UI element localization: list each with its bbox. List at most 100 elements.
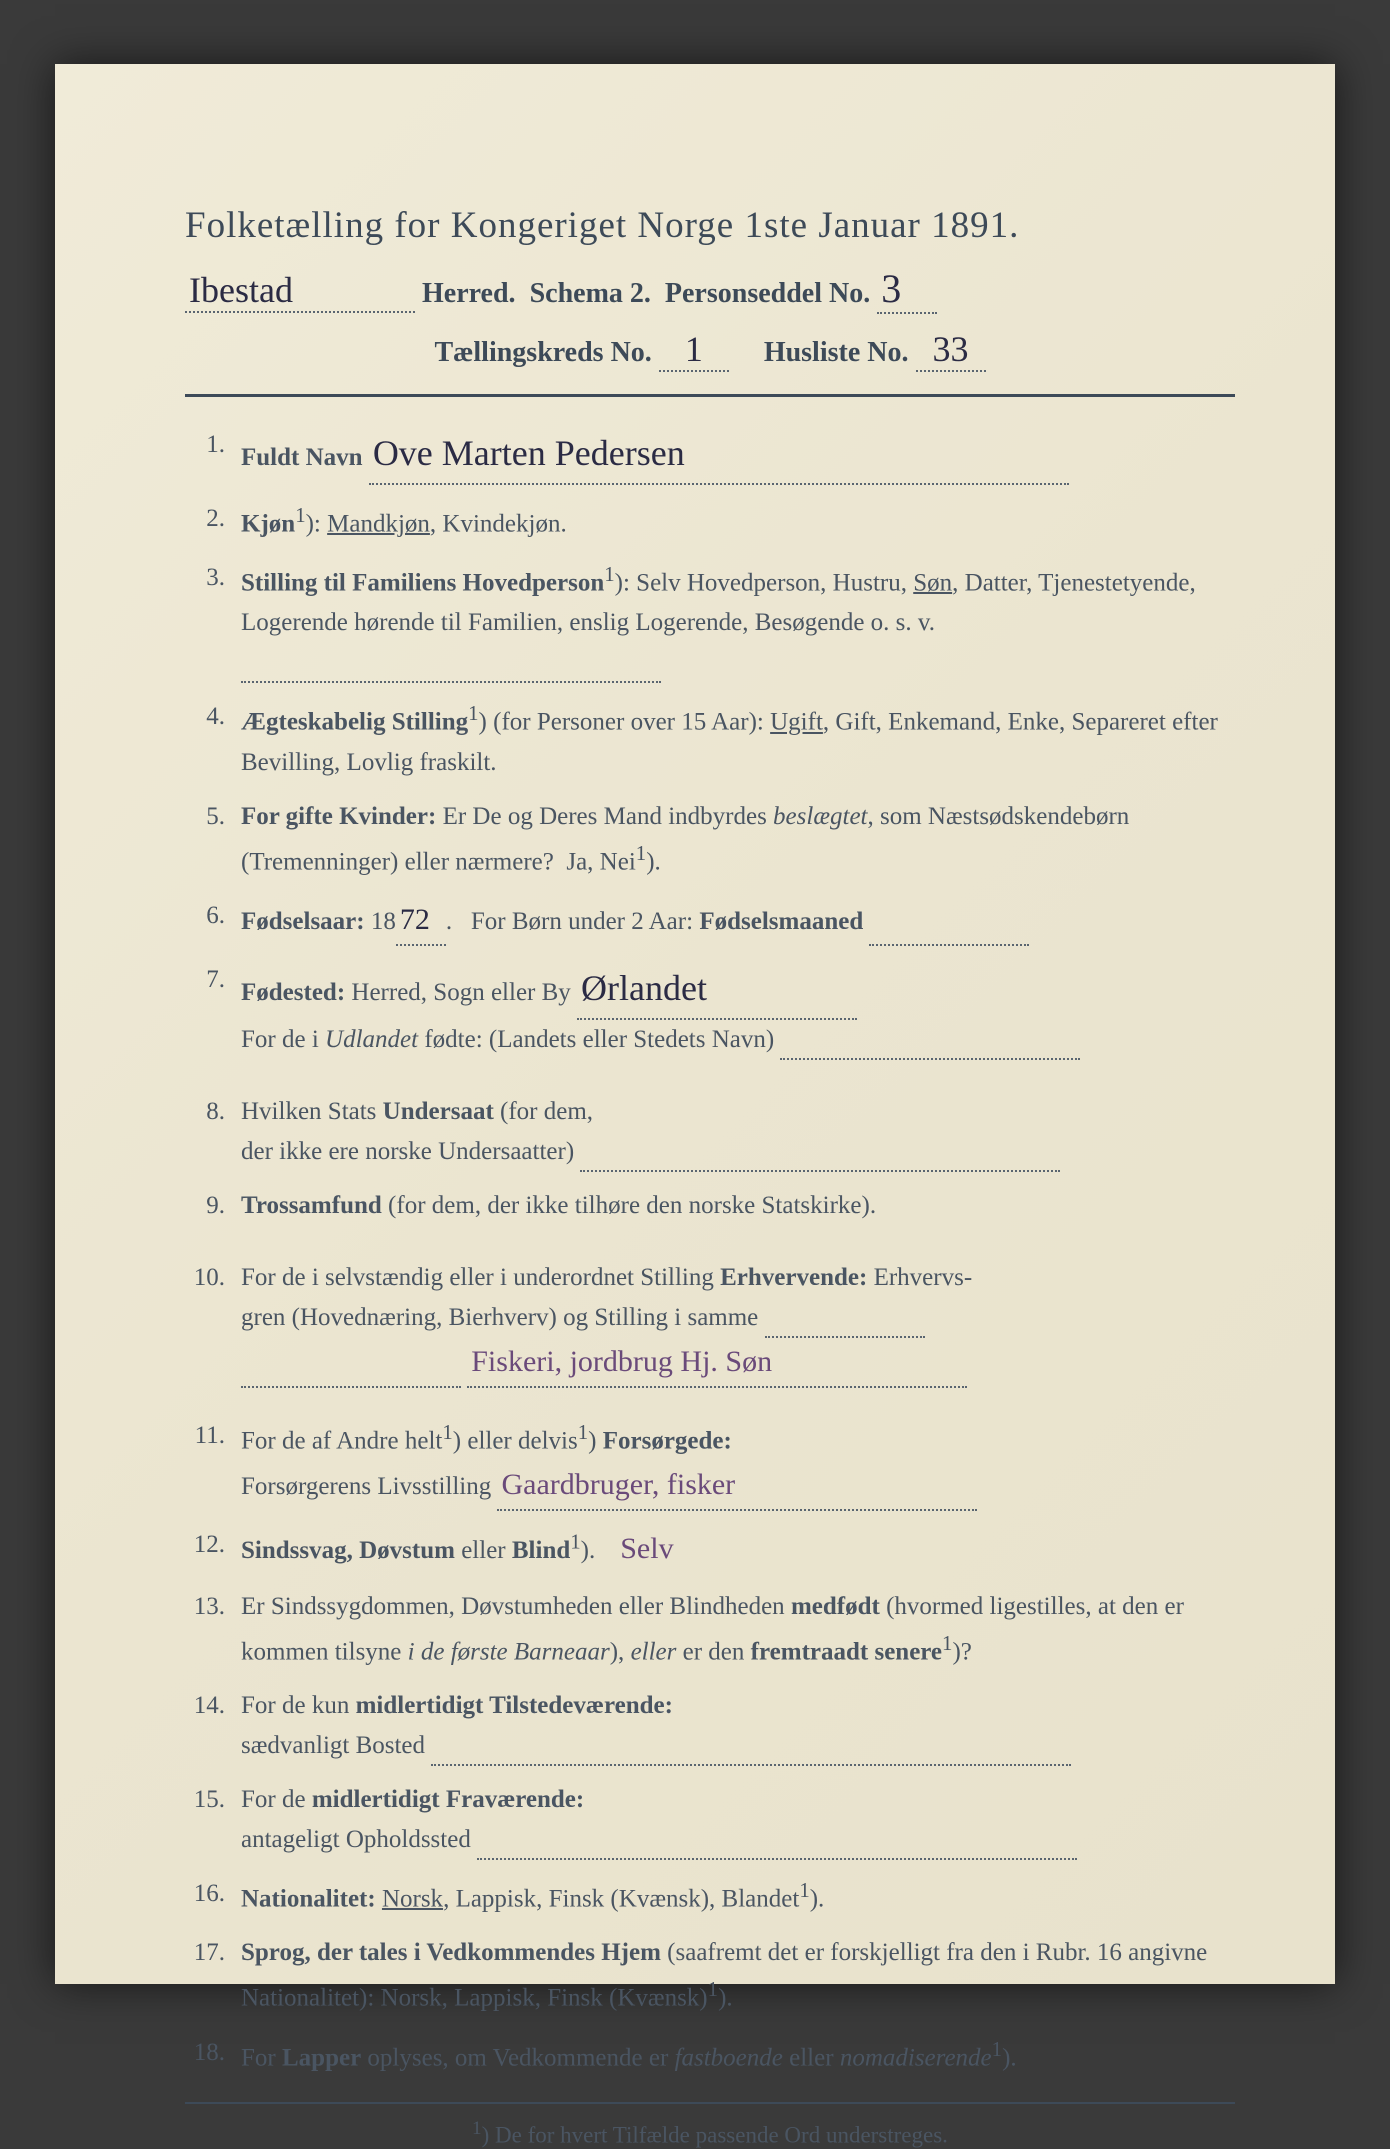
q8-blank <box>580 1142 1060 1172</box>
question-4: 4. Ægteskabelig Stilling1) (for Personer… <box>185 697 1235 782</box>
q4-selected: Ugift <box>770 709 823 736</box>
husliste-label: Husliste No. <box>764 337 909 368</box>
q17-label: Sprog, der tales i Vedkommendes Hjem <box>241 1939 661 1966</box>
q12-label: Sindssvag, Døvstum <box>241 1537 455 1564</box>
q4-paren: (for Personer over 15 Aar): <box>493 709 764 736</box>
q16-num: 16. <box>185 1874 241 1919</box>
q3-selected: Søn <box>913 569 952 596</box>
personseddel-no: 3 <box>877 265 937 314</box>
q14-text2: sædvanligt Bosted <box>241 1732 425 1759</box>
q12-value: Selv <box>620 1532 673 1565</box>
question-7: 7. Fødested: Herred, Sogn eller By Ørlan… <box>185 960 1235 1060</box>
q4-label: Ægteskabelig Stilling <box>241 709 468 736</box>
question-11: 11. For de af Andre helt1) eller delvis1… <box>185 1416 1235 1511</box>
q7-label: Fødested: <box>241 979 345 1006</box>
question-6: 6. Fødselsaar: 1872. For Børn under 2 Aa… <box>185 896 1235 946</box>
q7-num: 7. <box>185 960 241 1060</box>
personseddel-label: Personseddel No. <box>665 278 870 309</box>
q10-text1: For de i selvstændig eller i underordnet… <box>241 1264 714 1291</box>
q6-year: 72 <box>396 896 446 946</box>
q15-text2: antageligt Opholdssted <box>241 1826 471 1853</box>
q9-text: (for dem, der ikke tilhøre den norske St… <box>388 1192 876 1219</box>
q12-num: 12. <box>185 1525 241 1573</box>
q12-sup: 1 <box>570 1530 580 1554</box>
q6-blank <box>869 916 1029 946</box>
q12-text: eller Blind <box>461 1537 570 1564</box>
q15-blank <box>477 1830 1077 1860</box>
schema-label: Schema 2. <box>530 278 651 309</box>
question-1: 1. Fuldt Navn Ove Marten Pedersen <box>185 425 1235 485</box>
kreds-no: 1 <box>659 328 729 372</box>
q4-sup: 1 <box>468 701 478 725</box>
q7-text1: Herred, Sogn eller By <box>351 979 570 1006</box>
q18-text1: For <box>241 2044 276 2071</box>
q7-value: Ørlandet <box>577 960 857 1020</box>
q8-num: 8. <box>185 1092 241 1172</box>
q14-num: 14. <box>185 1686 241 1766</box>
q4-num: 4. <box>185 697 241 782</box>
q7-blank <box>780 1030 1080 1060</box>
footnote-text: De for hvert Tilfælde passende Ord under… <box>495 2123 948 2148</box>
q15-num: 15. <box>185 1780 241 1860</box>
q5-label: For gifte Kvinder: <box>241 803 436 830</box>
q6-num: 6. <box>185 896 241 946</box>
q8-text: Hvilken Stats Undersaat (for dem,der ikk… <box>241 1098 593 1165</box>
q3-sup: 1 <box>604 562 614 586</box>
q18-sup: 1 <box>992 2037 1002 2061</box>
husliste-no: 33 <box>916 328 986 372</box>
q11-sup2: 1 <box>578 1420 588 1444</box>
q11-label: Forsørgede: <box>603 1427 732 1454</box>
q14-text1: For de kun <box>241 1692 349 1719</box>
census-form-page: Folketælling for Kongeriget Norge 1ste J… <box>55 64 1335 1984</box>
q16-label: Nationalitet: <box>241 1885 376 1912</box>
q3-blank <box>241 653 661 683</box>
q10-value: Fiskeri, jordbrug Hj. Søn <box>467 1338 967 1388</box>
q15-label: midlertidigt Fraværende: <box>312 1786 584 1813</box>
header-line-3: Tællingskreds No. 1 Husliste No. 33 <box>185 328 1235 372</box>
q3-label: Stilling til Familiens Hovedperson <box>241 569 604 596</box>
q2-selected: Mandkjøn <box>327 510 430 537</box>
q18-label: Lapper <box>282 2044 361 2071</box>
question-14: 14. For de kun midlertidigt Tilstedevære… <box>185 1686 1235 1766</box>
q15-text1: For de <box>241 1786 306 1813</box>
q13-num: 13. <box>185 1587 241 1672</box>
q2-num: 2. <box>185 499 241 544</box>
q2-label: Kjøn <box>241 510 295 537</box>
q1-num: 1. <box>185 425 241 485</box>
q9-label: Trossamfund <box>241 1192 382 1219</box>
q6-yearprefix: 18 <box>371 908 396 935</box>
footnote-sup: 1 <box>472 2118 482 2139</box>
q10-blank1 <box>765 1308 925 1338</box>
q18-num: 18. <box>185 2033 241 2078</box>
question-12: 12. Sindssvag, Døvstum eller Blind1). Se… <box>185 1525 1235 1573</box>
q16-selected: Norsk <box>382 1885 443 1912</box>
herred-handwritten: Ibestad <box>185 269 415 313</box>
question-2: 2. Kjøn1): Mandkjøn, Kvindekjøn. <box>185 499 1235 544</box>
q6-rest: For Børn under 2 Aar: Fødselsmaaned <box>471 908 863 935</box>
q5-sup: 1 <box>636 841 646 865</box>
q9-num: 9. <box>185 1186 241 1226</box>
q5-num: 5. <box>185 797 241 882</box>
q18-text2: oplyses, om Vedkommende er fastboende el… <box>367 2044 991 2071</box>
q13-sup: 1 <box>942 1631 952 1655</box>
q11-sup1: 1 <box>442 1420 452 1444</box>
q10-num: 10. <box>185 1258 241 1388</box>
q14-blank <box>431 1736 1071 1766</box>
kreds-label: Tællingskreds No. <box>434 337 651 368</box>
q11-text2: eller delvis <box>467 1427 577 1454</box>
question-10: 10. For de i selvstændig eller i underor… <box>185 1258 1235 1388</box>
q1-value: Ove Marten Pedersen <box>369 425 1069 485</box>
q10-blank2 <box>241 1358 461 1388</box>
q10-label: Erhvervende: <box>720 1264 867 1291</box>
question-16: 16. Nationalitet: Norsk, Lappisk, Finsk … <box>185 1874 1235 1919</box>
q2-sup: 1 <box>295 503 305 527</box>
question-8: 8. Hvilken Stats Undersaat (for dem,der … <box>185 1092 1235 1172</box>
q17-num: 17. <box>185 1933 241 2018</box>
q7-text2: For de i Udlandet fødte: (Landets eller … <box>241 1026 774 1053</box>
question-18: 18. For Lapper oplyses, om Vedkommende e… <box>185 2033 1235 2078</box>
question-9: 9. Trossamfund (for dem, der ikke tilhør… <box>185 1186 1235 1226</box>
q16-sup: 1 <box>799 1878 809 1902</box>
header-line-2: Ibestad Herred. Schema 2. Personseddel N… <box>185 265 1235 314</box>
q1-label: Fuldt Navn <box>241 444 363 471</box>
q11-text3: Forsørgerens Livsstilling <box>241 1473 491 1500</box>
